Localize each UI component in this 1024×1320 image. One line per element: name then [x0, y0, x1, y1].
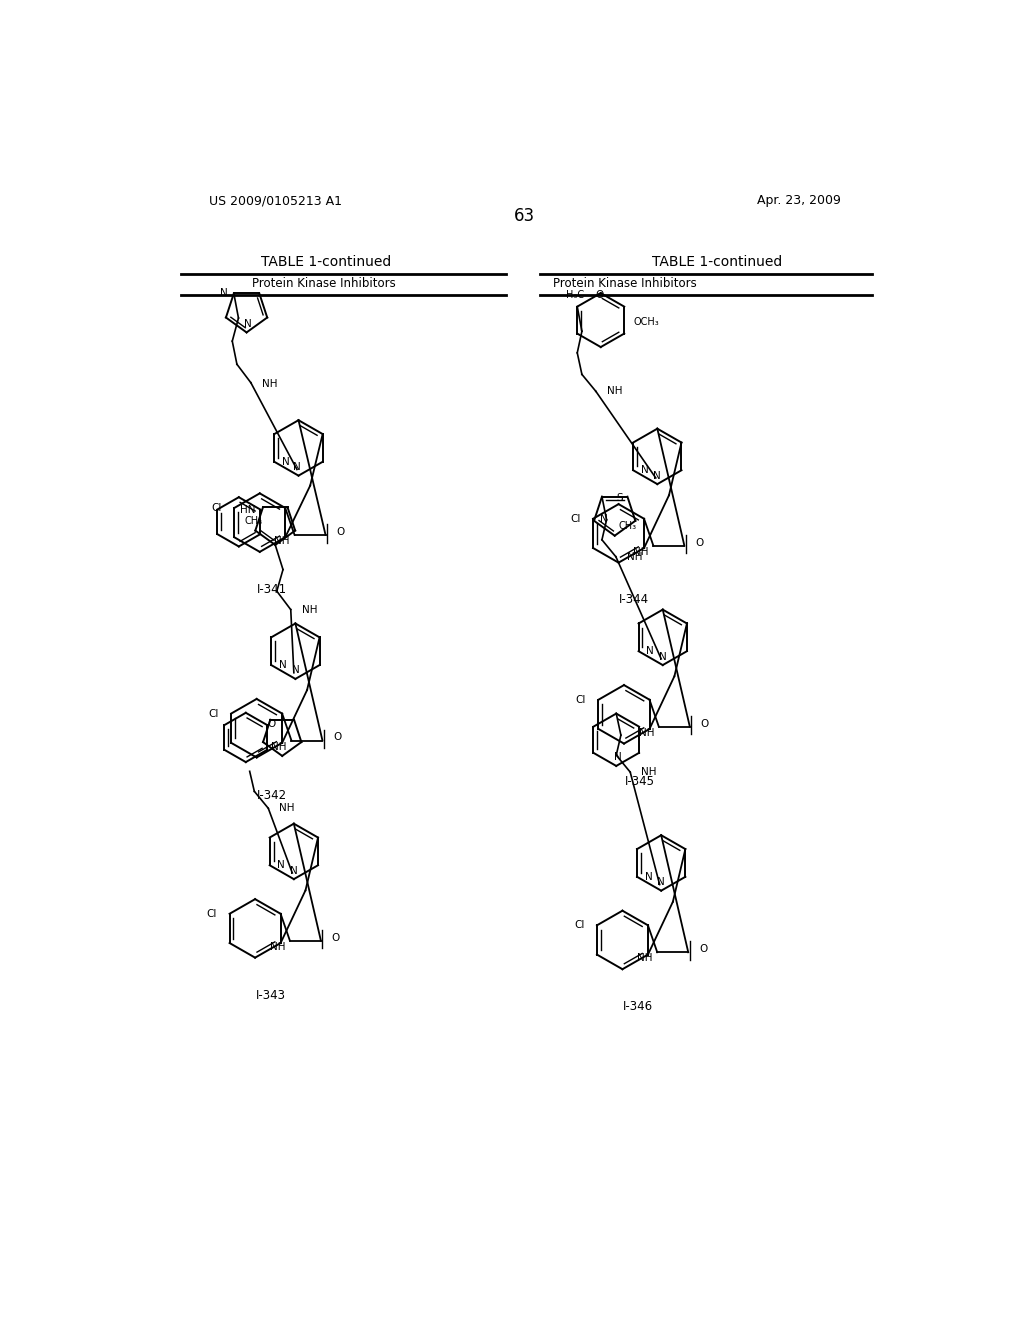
Text: N: N	[245, 319, 252, 329]
Text: N: N	[279, 660, 287, 671]
Text: NH: NH	[639, 727, 654, 738]
Text: NH: NH	[280, 804, 295, 813]
Text: O: O	[332, 933, 340, 942]
Text: 63: 63	[514, 207, 536, 226]
Text: N: N	[646, 647, 654, 656]
Text: US 2009/0105213 A1: US 2009/0105213 A1	[209, 194, 342, 207]
Text: Cl: Cl	[212, 503, 222, 513]
Text: I-344: I-344	[620, 593, 649, 606]
Text: I-343: I-343	[256, 989, 286, 1002]
Text: NH: NH	[641, 767, 656, 777]
Text: OCH₃: OCH₃	[634, 317, 659, 327]
Text: N: N	[292, 665, 299, 676]
Text: N: N	[614, 752, 622, 763]
Text: N: N	[645, 871, 652, 882]
Text: O: O	[268, 718, 276, 729]
Text: N: N	[600, 515, 608, 524]
Text: O: O	[700, 718, 709, 729]
Text: NH: NH	[627, 552, 642, 562]
Text: N: N	[282, 457, 290, 467]
Text: HN: HN	[240, 504, 255, 515]
Text: TABLE 1-continued: TABLE 1-continued	[261, 255, 391, 269]
Text: N: N	[653, 471, 662, 480]
Text: TABLE 1-continued: TABLE 1-continued	[652, 255, 782, 269]
Text: Cl: Cl	[208, 709, 219, 718]
Text: I-345: I-345	[625, 775, 654, 788]
Text: Apr. 23, 2009: Apr. 23, 2009	[757, 194, 841, 207]
Text: NH: NH	[262, 379, 278, 389]
Text: H₃C: H₃C	[565, 289, 584, 300]
Text: Protein Kinase Inhibitors: Protein Kinase Inhibitors	[252, 277, 395, 290]
Text: Cl: Cl	[207, 908, 217, 919]
Text: I-346: I-346	[623, 1001, 653, 1014]
Text: I-342: I-342	[257, 788, 287, 801]
Text: Protein Kinase Inhibitors: Protein Kinase Inhibitors	[553, 277, 696, 290]
Text: O: O	[333, 733, 342, 742]
Text: Cl: Cl	[574, 920, 585, 931]
Text: N: N	[290, 866, 298, 875]
Text: NH: NH	[271, 742, 287, 751]
Text: O: O	[699, 944, 708, 954]
Text: NH: NH	[302, 605, 317, 615]
Text: S: S	[616, 494, 623, 503]
Text: N: N	[657, 878, 665, 887]
Text: O: O	[337, 527, 345, 537]
Text: NH: NH	[269, 942, 286, 952]
Text: Cl: Cl	[575, 694, 586, 705]
Text: CH₃: CH₃	[618, 520, 637, 531]
Text: Cl: Cl	[570, 513, 581, 524]
Text: NH: NH	[637, 953, 652, 964]
Text: N: N	[658, 652, 667, 661]
Text: NH: NH	[633, 546, 649, 557]
Text: NH: NH	[606, 387, 623, 396]
Text: N: N	[220, 288, 227, 298]
Text: I-341: I-341	[257, 583, 287, 597]
Text: N: N	[641, 465, 648, 475]
Text: CH₃: CH₃	[245, 516, 263, 525]
Text: N: N	[293, 462, 301, 473]
Text: O: O	[595, 289, 603, 300]
Text: N: N	[278, 861, 286, 870]
Text: O: O	[695, 537, 703, 548]
Text: NH: NH	[274, 536, 290, 546]
